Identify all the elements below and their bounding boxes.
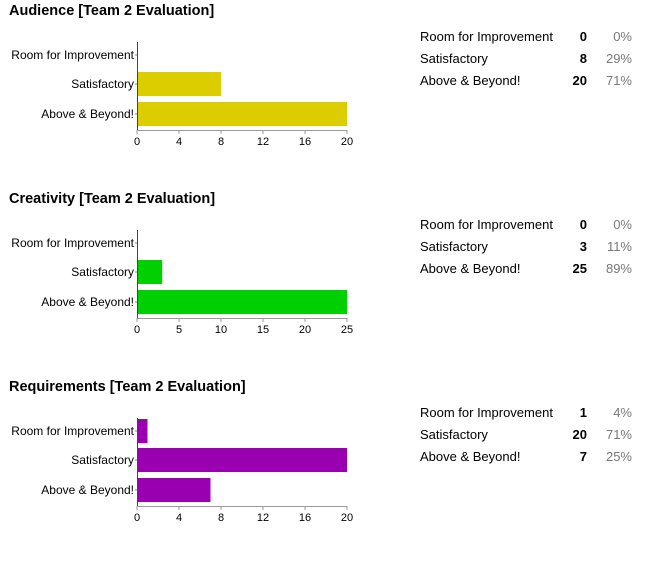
x-tick-label: 20 <box>341 136 353 148</box>
category-label: Above & Beyond! <box>41 483 134 497</box>
x-tick-label: 25 <box>341 324 353 336</box>
x-tick-label: 0 <box>134 324 140 336</box>
summary-percent: 89% <box>605 261 632 276</box>
x-tick-label: 12 <box>257 136 269 148</box>
summary-label: Satisfactory <box>420 427 488 442</box>
bar <box>137 290 347 314</box>
summary-table: Room for Improvement 1 4% Satisfactory 20 71%… <box>420 405 632 471</box>
summary-percent: 0% <box>613 217 632 232</box>
x-tick-label: 8 <box>218 512 224 524</box>
summary-count: 0 <box>579 29 587 44</box>
summary-row: Above & Beyond! 25 89% <box>420 261 632 283</box>
summary-row: Satisfactory 3 11% <box>420 239 632 261</box>
summary-percent: 0% <box>613 29 632 44</box>
summary-label: Satisfactory <box>420 239 488 254</box>
summary-label: Room for Improvement <box>420 29 553 44</box>
summary-row: Above & Beyond! 7 25% <box>420 449 632 471</box>
chart-title: Creativity [Team 2 Evaluation] <box>9 191 216 207</box>
summary-row: Room for Improvement 0 0% <box>420 29 632 51</box>
category-label: Satisfactory <box>71 77 134 91</box>
summary-percent: 71% <box>605 427 632 442</box>
x-tick-label: 5 <box>176 324 182 336</box>
bar <box>137 260 163 284</box>
summary-label: Satisfactory <box>420 51 488 66</box>
bar <box>137 448 347 472</box>
x-tick-label: 20 <box>299 324 311 336</box>
bar-chart: Room for Improvement Satisfactory Above & … <box>11 418 353 524</box>
summary-count: 3 <box>579 239 587 254</box>
x-tick-label: 16 <box>299 136 311 148</box>
summary-row: Satisfactory 8 29% <box>420 51 632 73</box>
summary-label: Room for Improvement <box>420 217 553 232</box>
x-tick-label: 0 <box>134 512 140 524</box>
category-label: Satisfactory <box>71 265 134 279</box>
summary-row: Room for Improvement 0 0% <box>420 217 632 239</box>
category-label: Room for Improvement <box>11 424 134 438</box>
bar <box>137 419 148 443</box>
x-tick-label: 8 <box>218 136 224 148</box>
x-tick-label: 15 <box>257 324 269 336</box>
bar <box>137 102 347 126</box>
bar <box>137 478 211 502</box>
x-tick-label: 20 <box>341 512 353 524</box>
category-label: Above & Beyond! <box>41 295 134 309</box>
summary-percent: 71% <box>605 73 632 88</box>
bar-chart: Room for Improvement Satisfactory Above & … <box>11 230 353 336</box>
summary-count: 7 <box>579 449 587 464</box>
x-tick-label: 16 <box>299 512 311 524</box>
bar <box>137 72 221 96</box>
summary-count: 25 <box>572 261 587 276</box>
category-label: Room for Improvement <box>11 236 134 250</box>
x-tick-label: 0 <box>134 136 140 148</box>
summary-row: Room for Improvement 1 4% <box>420 405 632 427</box>
category-label: Satisfactory <box>71 453 134 467</box>
summary-label: Above & Beyond! <box>420 449 521 464</box>
summary-count: 8 <box>579 51 587 66</box>
category-label: Above & Beyond! <box>41 107 134 121</box>
summary-table: Room for Improvement 0 0% Satisfactory 3 11% A… <box>420 217 632 283</box>
summary-table: Room for Improvement 0 0% Satisfactory 8 29% A… <box>420 29 632 95</box>
x-tick-label: 10 <box>215 324 227 336</box>
chart-title: Requirements [Team 2 Evaluation] <box>9 379 246 395</box>
summary-label: Above & Beyond! <box>420 73 521 88</box>
summary-label: Above & Beyond! <box>420 261 521 276</box>
x-tick-label: 4 <box>176 512 182 524</box>
summary-row: Above & Beyond! 20 71% <box>420 73 632 95</box>
summary-percent: 29% <box>605 51 632 66</box>
chart-section: Requirements [Team 2 Evaluation] Room for… <box>0 376 656 564</box>
summary-count: 20 <box>572 73 587 88</box>
x-tick-label: 4 <box>176 136 182 148</box>
summary-row: Satisfactory 20 71% <box>420 427 632 449</box>
summary-label: Room for Improvement <box>420 405 553 420</box>
chart-section: Creativity [Team 2 Evaluation] Room for I… <box>0 188 656 376</box>
bar-chart: Room for Improvement Satisfactory Above & … <box>11 42 353 148</box>
summary-percent: 25% <box>605 449 632 464</box>
x-tick-label: 12 <box>257 512 269 524</box>
summary-count: 0 <box>579 217 587 232</box>
summary-count: 1 <box>579 405 587 420</box>
chart-section: Audience [Team 2 Evaluation] Room for Imp… <box>0 0 656 188</box>
chart-title: Audience [Team 2 Evaluation] <box>9 3 215 19</box>
summary-count: 20 <box>572 427 587 442</box>
category-label: Room for Improvement <box>11 48 134 62</box>
summary-percent: 4% <box>613 405 632 420</box>
summary-percent: 11% <box>606 239 632 254</box>
